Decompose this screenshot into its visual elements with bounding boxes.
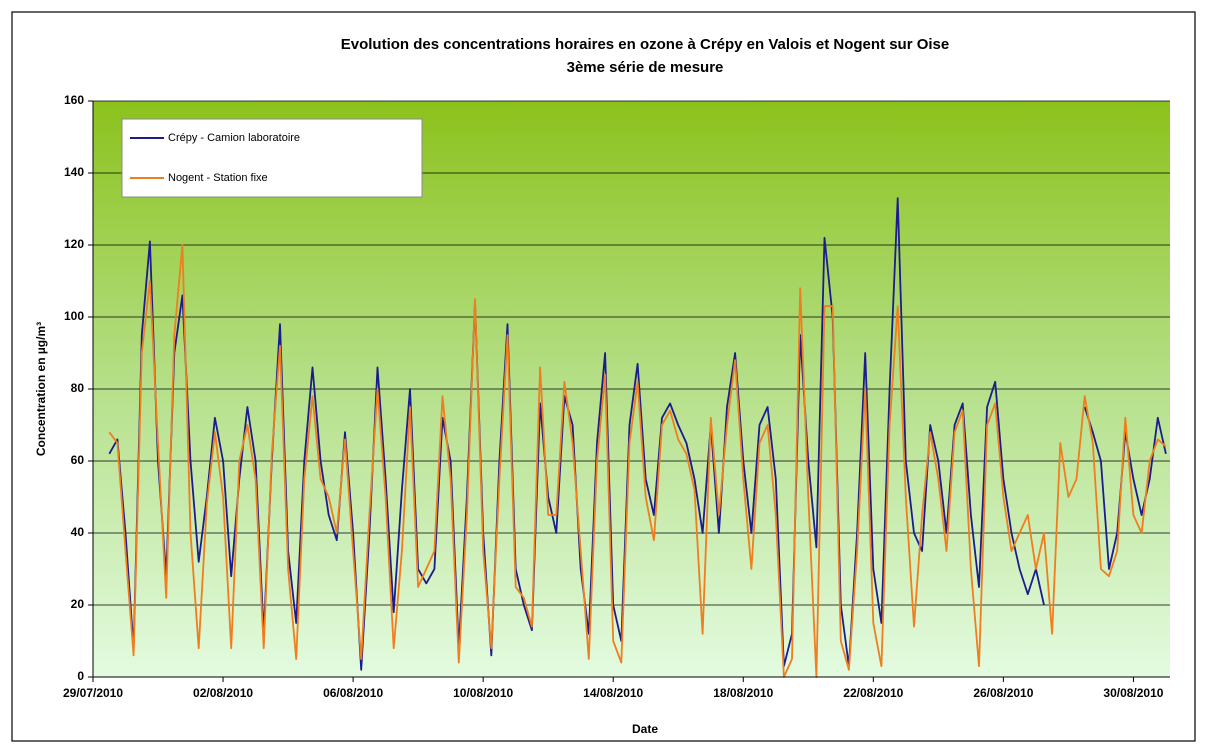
lines xyxy=(108,197,1167,678)
x-tick-label: 02/08/2010 xyxy=(193,686,253,700)
x-tick-label: 06/08/2010 xyxy=(323,686,383,700)
legend xyxy=(121,118,423,198)
legend-items: Crépy - Camion laboratoire Nogent - Stati… xyxy=(130,132,300,184)
y-axis-label: Concentration en µg/m³ xyxy=(34,322,48,456)
chart-title: Evolution des concentrations horaires en… xyxy=(341,36,949,53)
y-tick-label: 60 xyxy=(71,453,85,467)
x-tick-label: 26/08/2010 xyxy=(973,686,1033,700)
y-tick-label: 120 xyxy=(64,237,84,251)
x-tick-label: 29/07/2010 xyxy=(63,686,123,700)
y-tick-label: 80 xyxy=(71,381,85,395)
x-tick-label: 30/08/2010 xyxy=(1103,686,1163,700)
y-tick-label: 100 xyxy=(64,309,84,323)
y-tick-label: 20 xyxy=(71,597,85,611)
legend-label: Crépy - Camion laboratoire xyxy=(168,132,300,144)
series-line xyxy=(108,244,1167,678)
y-tick-label: 0 xyxy=(77,669,84,683)
y-tick-label: 140 xyxy=(64,165,84,179)
x-tick-label: 22/08/2010 xyxy=(843,686,903,700)
x-tick-label: 14/08/2010 xyxy=(583,686,643,700)
y-tick-label: 40 xyxy=(71,525,85,539)
chart-subtitle: 3ème série de mesure xyxy=(567,59,724,76)
legend-label: Nogent - Station fixe xyxy=(168,172,268,184)
x-tick-label: 18/08/2010 xyxy=(713,686,773,700)
grid: 0 20 40 60 80 100 120 140 160 29/07/2010 02/08/201… xyxy=(63,93,1170,700)
y-tick-label: 160 xyxy=(64,93,84,107)
x-axis-label: Date xyxy=(632,722,658,736)
x-tick-label: 10/08/2010 xyxy=(453,686,513,700)
